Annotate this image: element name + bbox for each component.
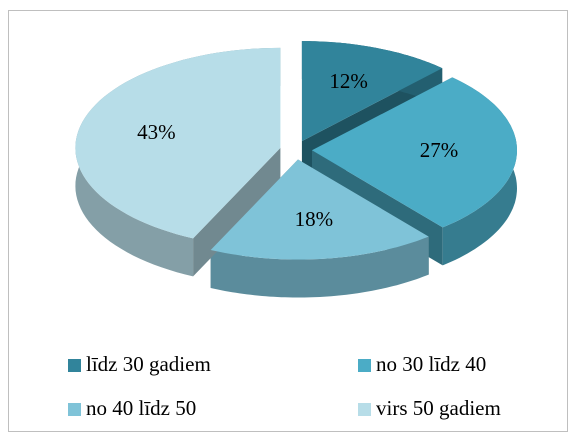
- pie-slice: [75, 47, 281, 239]
- pie-slice: [301, 41, 443, 142]
- legend-swatch: [68, 359, 81, 372]
- legend-swatch: [358, 359, 371, 372]
- legend-label: no 40 līdz 50: [86, 396, 196, 420]
- pie-slice: [312, 77, 517, 228]
- pie-slice: [210, 159, 429, 260]
- slice-outer-wall: [210, 236, 429, 298]
- slice-radial-side: [193, 147, 281, 277]
- data-label: 12%: [329, 69, 368, 93]
- legend-label: līdz 30 gadiem: [86, 352, 211, 376]
- data-label: 27%: [420, 138, 459, 162]
- legend-swatch: [358, 403, 371, 416]
- legend-label: virs 50 gadiem: [376, 396, 501, 420]
- data-label: 43%: [137, 120, 176, 144]
- legend-label: no 30 līdz 40: [376, 352, 486, 376]
- legend-swatch: [68, 403, 81, 416]
- data-label: 18%: [295, 207, 334, 231]
